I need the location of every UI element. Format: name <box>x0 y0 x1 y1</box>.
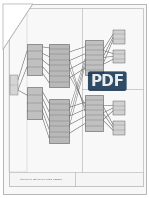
Bar <box>113 121 125 135</box>
Bar <box>49 99 69 143</box>
Bar <box>9 8 143 186</box>
Bar <box>9 172 143 186</box>
Bar <box>49 44 69 87</box>
Text: Attachment 1  Fault Tolerant System  Diagram 1: Attachment 1 Fault Tolerant System Diagr… <box>20 179 63 180</box>
Bar <box>9 8 27 172</box>
Bar <box>10 75 18 95</box>
Bar <box>113 101 125 115</box>
Bar <box>113 50 125 63</box>
Bar <box>27 44 42 75</box>
Bar <box>27 87 42 119</box>
Bar <box>85 40 103 75</box>
Polygon shape <box>3 4 33 50</box>
Bar <box>85 95 103 131</box>
Bar <box>113 30 125 44</box>
Text: PDF: PDF <box>90 74 124 89</box>
